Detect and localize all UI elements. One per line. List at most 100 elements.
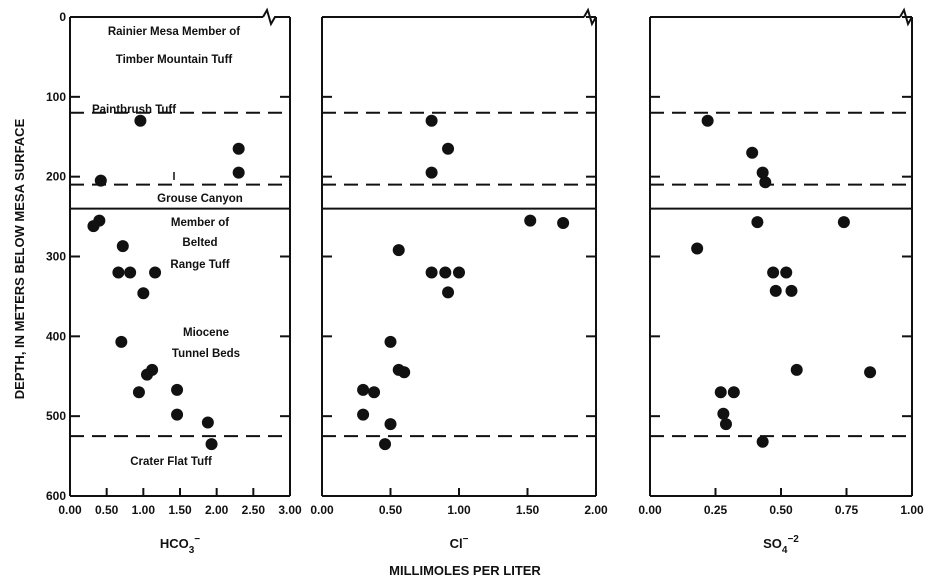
x-tick-label: 0.25 [704,503,728,517]
y-tick-label: 400 [46,329,66,343]
data-point [112,266,125,279]
data-point [232,166,245,179]
species-superscript: − [194,534,200,545]
unit-annotation: Tunnel Beds [172,348,240,360]
x-tick-label: 1.00 [447,503,471,517]
unit-annotation: Timber Mountain Tuff [116,54,233,66]
data-point [392,244,405,257]
unit-annotation: Member of [171,217,229,229]
unit-annotation: Rainier Mesa Member of [108,26,240,38]
y-tick-label: 600 [46,489,66,503]
unit-annotation: Belted [182,237,217,249]
x-tick-label: 0.50 [769,503,793,517]
data-point [398,366,411,379]
y-axis-label: DEPTH, IN METERS BELOW MESA SURFACE [12,118,27,399]
data-point [116,240,129,253]
data-point [756,166,769,179]
x-tick-label: 0.50 [379,503,403,517]
y-tick-label: 100 [46,90,66,104]
data-point [442,142,455,155]
x-tick-label: 1.50 [516,503,540,517]
data-point [357,383,370,396]
species-name: SO [763,536,782,551]
data-point [149,266,162,279]
unit-annotation: Paintbrush Tuff [92,104,176,116]
data-point [864,366,877,379]
y-tick-label: 500 [46,409,66,423]
data-point [425,266,438,279]
x-tick-label: 0.75 [835,503,859,517]
y-tick-label: 300 [46,250,66,264]
panel-x-label: Cl− [450,534,469,551]
data-point [379,438,392,451]
x-tick-label: 2.50 [242,503,266,517]
x-tick-label: 0.00 [638,503,662,517]
data-point [368,386,381,399]
data-point [171,383,184,396]
data-point [439,266,452,279]
species-name: Cl [450,536,463,551]
unit-annotation: Miocene [183,327,229,339]
data-point [717,407,730,420]
data-point [384,418,397,431]
data-point [171,408,184,421]
x-tick-label: 3.00 [278,503,302,517]
data-point [746,146,759,159]
data-point [425,114,438,127]
data-point [87,220,100,233]
data-point [205,438,218,451]
x-tick-label: 1.00 [132,503,156,517]
data-point [769,284,782,297]
data-point [124,266,137,279]
unit-annotation: Grouse Canyon [157,193,243,205]
data-point [425,166,438,179]
x-tick-label: 0.00 [310,503,334,517]
data-point [759,176,772,189]
panel-x-label: HCO3− [160,534,200,556]
unit-annotation: Range Tuff [170,259,229,271]
panel-3: 0.00 0.25 0.50 0.75 1.00 SO4−2 [638,7,924,556]
data-point [134,114,147,127]
data-point [780,266,793,279]
species-subscript: 3 [189,545,195,556]
data-point [719,418,732,431]
panel-x-label: SO4−2 [763,534,799,556]
data-point [790,363,803,376]
data-point [837,216,850,229]
data-point [137,287,150,300]
data-point [767,266,780,279]
y-tick-label: 200 [46,170,66,184]
x-axis-label: MILLIMOLES PER LITER [389,563,541,578]
data-point [714,386,727,399]
unit-annotation: Crater Flat Tuff [130,456,212,468]
data-point [701,114,714,127]
data-point [442,286,455,299]
species-superscript: −2 [787,534,799,545]
x-tick-label: 1.00 [900,503,924,517]
panel-2: 0.00 0.50 1.00 1.50 2.00 Cl− [310,7,608,551]
data-point [232,142,245,155]
data-point [132,386,145,399]
data-point [201,416,214,429]
data-point [141,368,153,381]
y-tick-label: 0 [59,10,66,24]
x-tick-label: 0.00 [58,503,82,517]
data-point [785,284,798,297]
data-point [751,216,764,229]
data-point [453,266,465,279]
x-tick-label: 2.00 [584,503,608,517]
data-point [756,435,769,448]
data-point [524,214,537,227]
data-point [557,216,570,229]
species-superscript: − [463,534,469,545]
species-name: HCO [160,536,189,551]
x-tick-label: 0.50 [95,503,119,517]
data-point [94,174,107,187]
data-point [115,335,128,348]
data-point [357,408,370,421]
species-subscript: 4 [782,545,788,556]
data-point [691,242,704,255]
x-tick-label: 2.00 [205,503,229,517]
